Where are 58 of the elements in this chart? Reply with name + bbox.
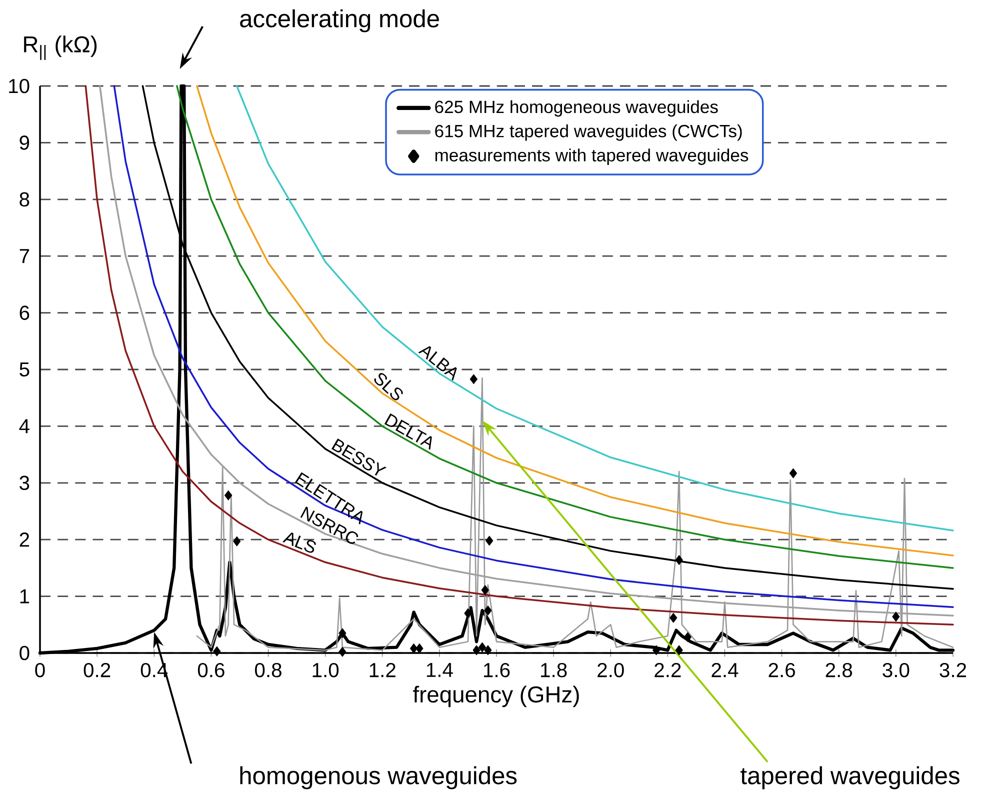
point bbox=[478, 642, 486, 652]
point bbox=[652, 645, 660, 656]
y-tick-label: 9 bbox=[20, 136, 30, 150]
y-tick-label: 8 bbox=[20, 192, 30, 207]
y-tick-label: 6 bbox=[20, 306, 30, 320]
x-tick-label: 1.4 bbox=[426, 662, 453, 677]
y-tick-label: 1 bbox=[20, 589, 30, 604]
text: homogenous waveguides bbox=[240, 766, 517, 790]
point bbox=[892, 612, 900, 622]
x-tick-label: 2.8 bbox=[826, 662, 852, 678]
point bbox=[684, 632, 692, 642]
y-tick-label: 4 bbox=[19, 419, 30, 434]
point bbox=[470, 374, 478, 384]
text: tapered waveguides bbox=[740, 766, 960, 790]
point bbox=[484, 645, 492, 656]
text: accelerating mode bbox=[240, 9, 439, 32]
point bbox=[789, 468, 798, 478]
point bbox=[416, 644, 424, 654]
legend-label: 625 MHz homogeneous waveguides bbox=[435, 100, 718, 117]
y-axis-title: R$_{||}$ (kΩ) bbox=[24, 36, 97, 60]
point bbox=[484, 606, 492, 616]
x-tick-label: 1.0 bbox=[312, 662, 339, 678]
point bbox=[338, 628, 346, 638]
point bbox=[670, 612, 678, 623]
x-tick-label: 2.4 bbox=[712, 662, 738, 678]
point bbox=[486, 536, 494, 546]
point bbox=[481, 585, 489, 595]
x-tick-label: 2.0 bbox=[598, 662, 624, 678]
x-tick-label: 0 bbox=[35, 662, 45, 678]
text: SLS bbox=[374, 373, 403, 400]
x-axis-title: frequency (GHz) bbox=[413, 686, 579, 708]
x-tick-label: 2.6 bbox=[768, 662, 795, 678]
point bbox=[675, 645, 683, 656]
y-tick-label: 0 bbox=[20, 646, 30, 660]
point bbox=[338, 646, 346, 657]
x-tick-label: 0.6 bbox=[198, 662, 224, 678]
point bbox=[213, 646, 221, 656]
point bbox=[464, 608, 472, 618]
legend-label: 615 MHz tapered waveguides (CWCTs) bbox=[435, 124, 742, 141]
x-tick-label: 1.2 bbox=[370, 662, 396, 678]
x-tick-label: 3.0 bbox=[882, 662, 910, 678]
y-tick-label: 2 bbox=[20, 532, 30, 547]
point bbox=[472, 645, 480, 656]
x-tick-label: 3.2 bbox=[940, 662, 966, 678]
x-tick-label: 0.8 bbox=[255, 662, 282, 678]
legend-label: measurements with tapered waveguides bbox=[435, 148, 748, 165]
x-tick-label: 0.2 bbox=[84, 662, 110, 678]
y-tick-label: 10 bbox=[9, 78, 30, 94]
point bbox=[410, 644, 418, 654]
x-tick-label: 1.6 bbox=[484, 662, 510, 678]
y-tick-label: 5 bbox=[20, 362, 30, 377]
y-tick-label: 7 bbox=[20, 249, 30, 264]
y-tick-label: 3 bbox=[20, 476, 30, 490]
point bbox=[224, 490, 232, 500]
x-tick-label: 2.2 bbox=[654, 662, 681, 678]
point bbox=[675, 555, 683, 565]
point bbox=[233, 536, 241, 546]
x-tick-label: 1.8 bbox=[541, 662, 567, 678]
